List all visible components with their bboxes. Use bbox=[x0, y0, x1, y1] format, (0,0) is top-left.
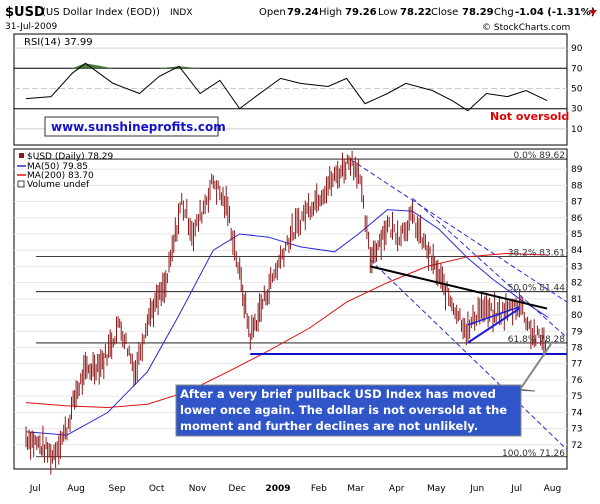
price-tick-label: 89 bbox=[571, 165, 583, 175]
ma200-line bbox=[25, 252, 549, 409]
annotation-lines bbox=[250, 265, 567, 355]
legend-volume: Volume undef bbox=[27, 180, 90, 190]
chart-date: 31-Jul-2009 bbox=[5, 22, 57, 32]
rsi-overbought-fill bbox=[72, 63, 86, 69]
price-tick-label: 77 bbox=[571, 360, 582, 370]
low-value: 78.22 bbox=[400, 7, 432, 18]
x-axis-label: Jun bbox=[469, 484, 484, 494]
x-axis-label: Jul bbox=[29, 484, 41, 494]
x-axis-label: Oct bbox=[149, 484, 165, 494]
copyright-label: © StockCharts.com bbox=[482, 23, 570, 33]
open-value: 79.24 bbox=[287, 7, 319, 18]
wedge-upper-line bbox=[467, 306, 520, 326]
low-label: Low bbox=[378, 7, 398, 18]
price-tick-label: 88 bbox=[571, 181, 583, 191]
watermark-link[interactable]: www.sunshineprofits.com bbox=[51, 120, 226, 134]
callout-text-container: After a very brief pullback USD Index ha… bbox=[180, 387, 508, 433]
price-tick-label: 85 bbox=[571, 230, 582, 240]
high-value: 79.26 bbox=[345, 7, 377, 18]
x-axis-label: Mar bbox=[347, 484, 364, 494]
x-axis-labels: Jul Aug Sep Oct Nov Dec 2009 Feb Mar Apr May Jun Jul… bbox=[29, 484, 561, 494]
channel-upper bbox=[350, 158, 568, 303]
legend-volume-swatch bbox=[17, 180, 25, 188]
callout-text: After a very brief pullback USD Index ha… bbox=[180, 387, 508, 433]
x-axis-label: Apr bbox=[389, 484, 405, 494]
legend-price: $USD (Daily) 78.29 bbox=[27, 152, 114, 162]
rsi-note: Not oversold bbox=[490, 110, 569, 123]
price-tick-label: 76 bbox=[571, 376, 583, 386]
fibonacci-labels: 0.0% 89.62 38.2% 83.61 50.0% 81.44 61.8% 78… bbox=[502, 151, 565, 459]
channel-inner bbox=[412, 197, 568, 339]
fib-label: 61.8% 78.28 bbox=[508, 335, 565, 345]
x-axis-label: Sep bbox=[109, 484, 126, 494]
rsi-overbought-fill bbox=[85, 63, 114, 69]
rsi-tick-labels: 90 70 50 30 10 bbox=[571, 44, 583, 135]
rsi-overbought-fill bbox=[159, 66, 180, 69]
fib-label: 38.2% 83.61 bbox=[508, 249, 565, 259]
price-bars bbox=[25, 150, 546, 475]
x-axis-label: Jul bbox=[510, 484, 522, 494]
exchange-label: INDX bbox=[170, 8, 192, 18]
price-tick-label: 75 bbox=[571, 392, 582, 402]
fib-label: 0.0% 89.62 bbox=[514, 151, 566, 161]
symbol-description: (US Dollar Index (EOD)) bbox=[42, 7, 160, 18]
price-tick-label: 83 bbox=[571, 262, 582, 272]
chg-value: -1.04 (-1.31%) bbox=[515, 7, 595, 18]
price-tick-label: 80 bbox=[571, 311, 583, 321]
price-tick-label: 82 bbox=[571, 279, 582, 289]
x-axis-label: 2009 bbox=[265, 484, 290, 494]
x-axis-label: Nov bbox=[189, 484, 207, 494]
chg-label: Chg bbox=[494, 7, 514, 18]
price-tick-label: 87 bbox=[571, 198, 582, 208]
down-arrow-icon bbox=[589, 10, 597, 15]
rsi-tick-label: 10 bbox=[571, 125, 583, 135]
x-axis-label: Feb bbox=[311, 484, 327, 494]
open-label: Open bbox=[259, 7, 286, 18]
rsi-label: RSI(14) 37.99 bbox=[24, 37, 93, 48]
fib-label: 100.0% 71.26 bbox=[502, 449, 565, 459]
price-tick-label: 79 bbox=[571, 327, 583, 337]
price-tick-label: 72 bbox=[571, 441, 582, 451]
close-label: Close bbox=[431, 7, 458, 18]
legend-price-swatch bbox=[19, 153, 24, 158]
price-tick-label: 84 bbox=[571, 246, 583, 256]
legend-ma50: MA(50) 79.85 bbox=[27, 162, 88, 172]
callout-box bbox=[175, 384, 522, 437]
rsi-fills bbox=[72, 63, 201, 69]
price-tick-label: 73 bbox=[571, 425, 582, 435]
rsi-tick-label: 90 bbox=[571, 44, 583, 54]
price-tick-labels: 89 88 87 86 85 84 83 82 81 80 79 78 77 76 75 74 73 72 bbox=[571, 165, 583, 451]
ma50-line bbox=[25, 209, 549, 436]
price-tick-label: 86 bbox=[571, 214, 583, 224]
callout-leader bbox=[520, 343, 552, 389]
rsi-tick-label: 50 bbox=[571, 85, 583, 95]
resistance-line bbox=[370, 265, 548, 310]
legend-ma200: MA(200) 83.70 bbox=[27, 171, 94, 181]
rsi-tick-label: 30 bbox=[571, 105, 583, 115]
close-value: 78.29 bbox=[462, 7, 494, 18]
x-axis-label: May bbox=[427, 484, 446, 494]
rsi-line bbox=[25, 62, 548, 112]
price-tick-label: 78 bbox=[571, 343, 583, 353]
price-tick-label: 74 bbox=[571, 408, 583, 418]
x-axis-label: Aug bbox=[67, 484, 85, 494]
x-axis-label: Aug bbox=[544, 484, 562, 494]
fib-label: 50.0% 81.44 bbox=[508, 284, 565, 294]
rsi-tick-label: 70 bbox=[571, 64, 583, 74]
rsi-overbought-fill bbox=[179, 66, 201, 69]
x-axis-label: Dec bbox=[228, 484, 245, 494]
wedge-lower-line bbox=[467, 307, 520, 344]
high-label: High bbox=[319, 7, 342, 18]
symbol-title: $USD bbox=[5, 5, 45, 20]
price-tick-label: 81 bbox=[571, 295, 582, 305]
watermark-box bbox=[44, 116, 219, 137]
